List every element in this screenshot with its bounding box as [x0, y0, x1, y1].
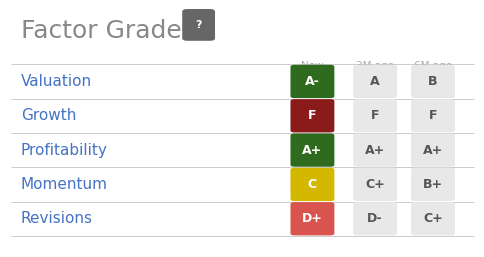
Text: A+: A+: [422, 144, 442, 157]
Text: B: B: [427, 75, 437, 88]
Text: Valuation: Valuation: [21, 74, 91, 89]
FancyBboxPatch shape: [352, 99, 396, 132]
Text: Revisions: Revisions: [21, 211, 92, 226]
FancyBboxPatch shape: [290, 99, 333, 132]
FancyBboxPatch shape: [290, 168, 333, 201]
Text: C+: C+: [364, 178, 384, 191]
FancyBboxPatch shape: [410, 133, 454, 167]
Text: Now: Now: [301, 61, 323, 71]
Text: D-: D-: [366, 212, 382, 225]
FancyBboxPatch shape: [410, 202, 454, 235]
FancyBboxPatch shape: [352, 168, 396, 201]
Text: ?: ?: [195, 20, 201, 30]
Text: Growth: Growth: [21, 108, 76, 123]
Text: Momentum: Momentum: [21, 177, 107, 192]
Text: B+: B+: [422, 178, 442, 191]
Text: Factor Grades: Factor Grades: [21, 19, 194, 43]
FancyBboxPatch shape: [352, 202, 396, 235]
Text: Profitability: Profitability: [21, 143, 107, 158]
FancyBboxPatch shape: [182, 9, 214, 41]
FancyBboxPatch shape: [410, 168, 454, 201]
FancyBboxPatch shape: [290, 65, 333, 98]
Text: F: F: [428, 109, 437, 122]
Text: A: A: [370, 75, 379, 88]
FancyBboxPatch shape: [410, 99, 454, 132]
FancyBboxPatch shape: [410, 65, 454, 98]
FancyBboxPatch shape: [290, 133, 333, 167]
Text: 6M ago: 6M ago: [413, 61, 451, 71]
Text: C: C: [307, 178, 317, 191]
Text: A+: A+: [302, 144, 322, 157]
Text: C+: C+: [422, 212, 442, 225]
Text: A+: A+: [364, 144, 384, 157]
Text: 3M ago: 3M ago: [355, 61, 393, 71]
Text: D+: D+: [302, 212, 322, 225]
FancyBboxPatch shape: [352, 65, 396, 98]
Text: F: F: [307, 109, 316, 122]
Text: F: F: [370, 109, 378, 122]
FancyBboxPatch shape: [290, 202, 333, 235]
FancyBboxPatch shape: [352, 133, 396, 167]
Text: A-: A-: [304, 75, 319, 88]
